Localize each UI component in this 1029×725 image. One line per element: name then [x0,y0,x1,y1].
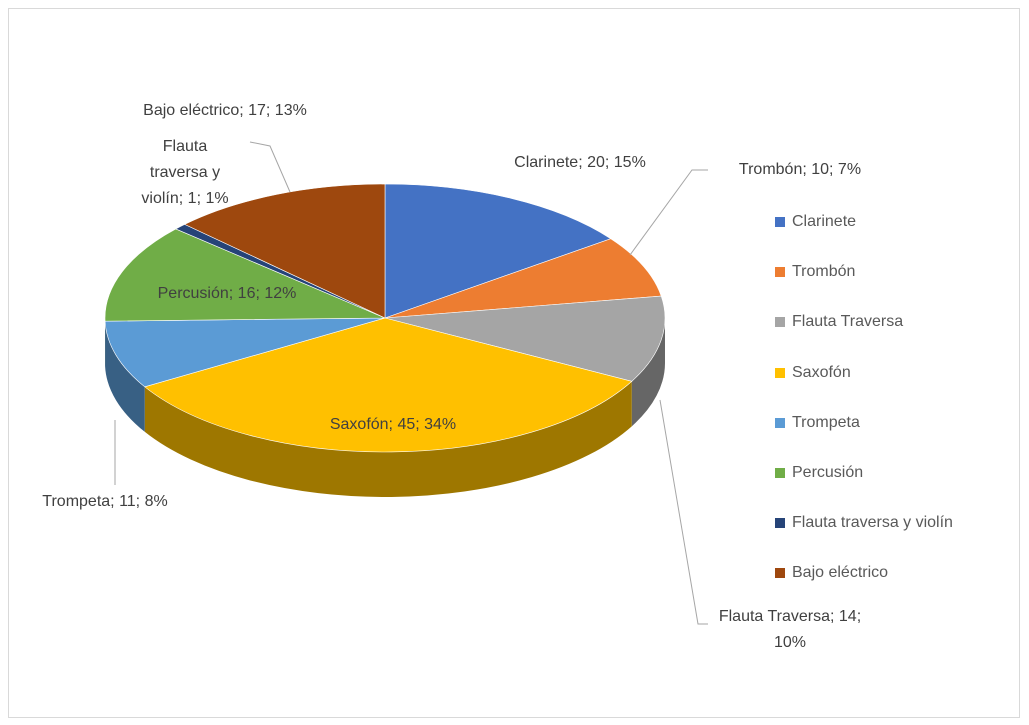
slice [144,317,633,453]
slice [104,228,386,322]
slice [384,238,662,319]
data-label: Trompeta; 11; 8% [42,493,168,510]
data-label: Trombón; 10; 7% [738,161,862,178]
legend-label: Bajo eléctrico [792,564,889,582]
legend-swatch [775,468,785,478]
slice-side [631,318,665,427]
legend-label: Flauta traversa y violín [792,514,953,532]
slice [384,183,612,319]
data-label: Bajo eléctrico; 17; 13% [143,102,307,119]
data-label: Percusión; 16; 12% [157,285,297,302]
leader-line [659,399,708,625]
legend-label: Trompeta [792,413,860,431]
legend-swatch [775,217,785,227]
legend-swatch [775,518,785,529]
legend-label: Trombón [792,263,856,281]
legend-swatch [775,367,785,378]
leader-line [629,169,708,256]
legend-swatch [775,417,785,428]
data-label: Flauta Traversa; 14; 10% [718,608,862,651]
slice [184,183,386,319]
data-label: Saxofón; 45; 34% [329,416,457,433]
slice-side [105,321,145,432]
slice-side [144,381,632,497]
data-label: Flauta traversa y violín; 1; 1% [141,138,229,207]
data-label: Clarinete; 20; 15% [514,154,646,171]
legend-label: Percusión [792,464,864,481]
legend-swatch [775,317,785,328]
legend-label: Flauta Traversa [792,313,904,331]
leader-line [249,141,291,193]
legend-label: Saxofón [792,363,851,381]
legend-swatch [775,267,785,278]
legend-swatch [775,568,785,579]
slice [384,295,666,382]
legend-label: Clarinete [792,213,857,230]
slice [104,317,386,388]
